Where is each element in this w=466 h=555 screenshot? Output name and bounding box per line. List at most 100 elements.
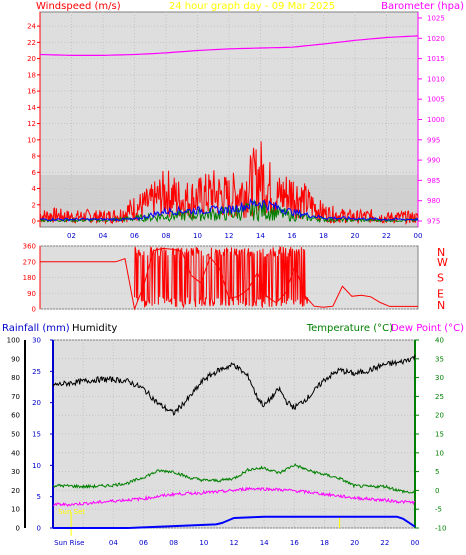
- windspeed-tick-label: 14: [27, 104, 36, 112]
- rainfall-tick-label: 5: [37, 493, 41, 501]
- windspeed-tick-label: 18: [27, 71, 36, 79]
- temp-x-tick-label: 06: [139, 539, 148, 547]
- windspeed-tick-label: 8: [32, 153, 36, 161]
- wind-speed-line: [39, 198, 419, 222]
- direction-tick-label: 270: [23, 258, 36, 266]
- barometer-tick-label: 1010: [427, 75, 445, 83]
- barometer-tick-label: 980: [427, 197, 440, 205]
- rainfall-tick-label: 20: [32, 399, 41, 407]
- temp-x-tick-label: 08: [169, 539, 178, 547]
- humidity-tick-label: 70: [11, 393, 20, 401]
- temperature-tick-label: -10: [435, 525, 446, 533]
- wind-x-tick-label: 12: [225, 232, 234, 240]
- windspeed-axis-label: Windspeed (m/s): [36, 1, 121, 12]
- humidity-tick-label: 10: [11, 506, 20, 514]
- temp-x-tick-label: 22: [380, 539, 389, 547]
- wind-x-tick-label: 08: [162, 232, 171, 240]
- barometer-tick-label: 975: [427, 218, 440, 226]
- temp-x-tick-label: 16: [290, 539, 299, 547]
- humidity-tick-label: 30: [11, 468, 20, 476]
- compass-label: N: [437, 299, 445, 312]
- compass-label: E: [437, 287, 444, 300]
- wind-x-tick-label: 00: [414, 232, 423, 240]
- rainfall-tick-label: 10: [32, 462, 41, 470]
- dewpoint-axis-label: Dew Point (°C): [391, 323, 464, 334]
- humidity-tick-label: 80: [11, 374, 20, 382]
- wind-x-tick-label: 04: [99, 232, 108, 240]
- wind-direction-line: [40, 247, 418, 311]
- temp-x-tick-label: 14: [260, 539, 269, 547]
- wind-x-tick-label: 02: [67, 232, 76, 240]
- humidity-tick-label: 40: [11, 449, 20, 457]
- barometer-tick-label: 985: [427, 177, 440, 185]
- temp-x-tick-label: 10: [199, 539, 208, 547]
- wind-x-tick-label: 20: [351, 232, 360, 240]
- temperature-tick-label: -5: [435, 506, 442, 514]
- temp-x-tick-label: 20: [350, 539, 359, 547]
- windspeed-tick-label: 10: [27, 136, 36, 144]
- compass-label: W: [437, 256, 448, 269]
- rainfall-tick-label: 25: [32, 368, 41, 376]
- temperature-tick-label: 10: [435, 449, 444, 457]
- humidity-line: [52, 354, 416, 416]
- direction-tick-label: 0: [32, 306, 36, 314]
- temperature-tick-label: 0: [435, 487, 439, 495]
- dewpoint-line: [52, 486, 416, 508]
- temperature-tick-label: 30: [435, 374, 444, 382]
- temp-x-tick-label: 00: [411, 539, 420, 547]
- compass-label: N: [437, 246, 445, 259]
- wind-gust-line: [39, 141, 419, 225]
- humidity-tick-label: 20: [11, 487, 20, 495]
- barometer-tick-label: 1005: [427, 96, 445, 104]
- temperature-tick-label: 20: [435, 412, 444, 420]
- humidity-tick-label: 90: [11, 355, 20, 363]
- barometer-tick-label: 1025: [427, 15, 445, 23]
- windspeed-tick-label: 20: [27, 55, 36, 63]
- direction-tick-label: 90: [27, 290, 36, 298]
- temperature-axis-label: Temperature (°C): [306, 323, 393, 334]
- wind-x-tick-label: 06: [130, 232, 139, 240]
- wind-x-tick-label: 14: [256, 232, 265, 240]
- temperature-tick-label: 15: [435, 431, 444, 439]
- barometer-axis-label: Barometer (hpa): [381, 1, 464, 12]
- rainfall-tick-label: 15: [32, 431, 41, 439]
- wind-x-tick-label: 16: [288, 232, 297, 240]
- windspeed-tick-label: 16: [27, 88, 36, 96]
- barometer-tick-label: 1000: [427, 116, 445, 124]
- temperature-line: [52, 463, 416, 494]
- compass-label: S: [437, 272, 444, 285]
- rainfall-tick-label: 30: [32, 337, 41, 345]
- wind-x-tick-label: 10: [193, 232, 202, 240]
- chart-title: 24 hour graph day - 09 Mar 2025: [169, 1, 335, 12]
- windspeed-tick-label: 0: [32, 218, 36, 226]
- direction-tick-label: 360: [23, 243, 36, 251]
- temperature-tick-label: 25: [435, 393, 444, 401]
- rainfall-tick-label: 0: [37, 525, 41, 533]
- temperature-tick-label: 5: [435, 468, 439, 476]
- rainfall-axis-label: Rainfall (mm): [2, 323, 70, 334]
- windspeed-tick-label: 2: [32, 201, 36, 209]
- sunset-label: Sun Set: [58, 508, 85, 516]
- temp-x-tick-label: 18: [320, 539, 329, 547]
- barometer-tick-label: 990: [427, 157, 440, 165]
- temp-x-tick-label: 12: [230, 539, 239, 547]
- humidity-tick-label: 100: [7, 337, 20, 345]
- rainfall-line: [53, 515, 416, 529]
- direction-tick-label: 180: [23, 274, 36, 282]
- windspeed-tick-label: 22: [27, 39, 36, 47]
- wind-x-tick-label: 18: [319, 232, 328, 240]
- sunrise-label: Sun Rise: [54, 539, 84, 547]
- temperature-tick-label: 40: [435, 337, 444, 345]
- humidity-tick-label: 0: [16, 525, 20, 533]
- barometer-tick-label: 995: [427, 136, 440, 144]
- wind-x-tick-label: 22: [382, 232, 391, 240]
- windspeed-tick-label: 12: [27, 120, 36, 128]
- windspeed-tick-label: 24: [27, 23, 36, 31]
- temperature-tick-label: 35: [435, 355, 444, 363]
- humidity-axis-label: Humidity: [72, 323, 117, 334]
- barometer-tick-label: 1015: [427, 55, 445, 63]
- windspeed-tick-label: 6: [32, 169, 37, 177]
- humidity-tick-label: 50: [11, 431, 20, 439]
